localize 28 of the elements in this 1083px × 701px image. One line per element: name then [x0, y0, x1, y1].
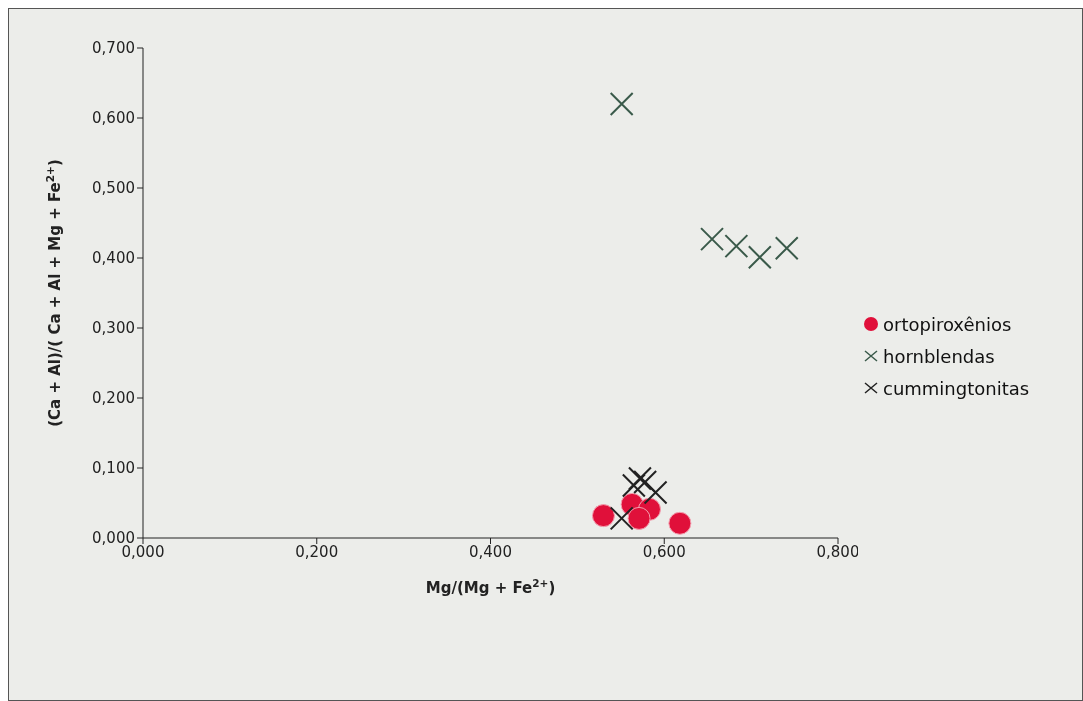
y-tick-label: 0,200 — [92, 389, 135, 408]
legend-label: cummingtonitas — [883, 377, 1030, 399]
point — [643, 480, 668, 505]
point — [633, 470, 658, 494]
point — [627, 466, 652, 491]
point — [609, 92, 634, 116]
y-tick-label: 0,700 — [92, 39, 135, 58]
x-axis-title: Mg/(Mg + Fe$^{2+}$) — [425, 577, 556, 597]
legend-label: ortopiroxênios — [883, 313, 1012, 335]
point — [621, 473, 646, 498]
x-tick-label: 0,800 — [816, 542, 860, 561]
point — [591, 504, 615, 528]
point — [609, 506, 634, 531]
point — [700, 227, 725, 252]
y-tick-label: 0,400 — [92, 249, 135, 268]
x-tick-label: 0,600 — [642, 542, 686, 561]
x-tick-label: 0,200 — [295, 542, 339, 561]
y-tick-label: 0,500 — [92, 179, 135, 198]
point — [627, 506, 651, 530]
point — [668, 511, 692, 535]
y-tick-label: 0,100 — [92, 459, 135, 478]
x-tick-label: 0,400 — [469, 542, 512, 561]
legend-label: hornblendas — [883, 345, 995, 367]
point — [774, 236, 799, 261]
y-tick-label: 0,300 — [92, 319, 135, 338]
point — [747, 245, 772, 270]
y-tick-label: 0,600 — [92, 109, 135, 128]
point — [724, 234, 749, 259]
